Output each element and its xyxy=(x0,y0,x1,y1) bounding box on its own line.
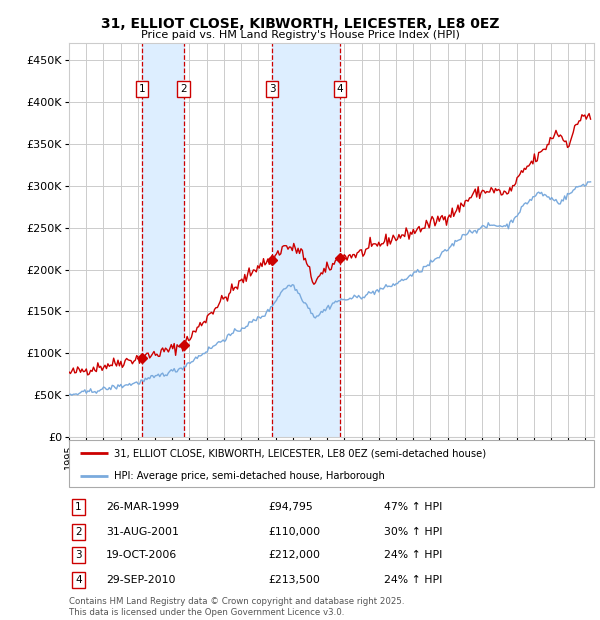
Text: £213,500: £213,500 xyxy=(269,575,320,585)
Text: 3: 3 xyxy=(269,84,275,94)
Text: 31, ELLIOT CLOSE, KIBWORTH, LEICESTER, LE8 0EZ: 31, ELLIOT CLOSE, KIBWORTH, LEICESTER, L… xyxy=(101,17,499,32)
Text: 47% ↑ HPI: 47% ↑ HPI xyxy=(384,502,442,512)
Text: 1: 1 xyxy=(75,502,82,512)
Text: 1: 1 xyxy=(139,84,145,94)
FancyBboxPatch shape xyxy=(69,440,594,487)
Text: £212,000: £212,000 xyxy=(269,551,320,560)
Text: Price paid vs. HM Land Registry's House Price Index (HPI): Price paid vs. HM Land Registry's House … xyxy=(140,30,460,40)
Bar xyxy=(272,43,340,437)
Text: Contains HM Land Registry data © Crown copyright and database right 2025.
This d: Contains HM Land Registry data © Crown c… xyxy=(69,598,404,617)
Text: 31-AUG-2001: 31-AUG-2001 xyxy=(106,527,179,537)
Text: 2: 2 xyxy=(75,527,82,537)
Text: £110,000: £110,000 xyxy=(269,527,320,537)
Text: 30% ↑ HPI: 30% ↑ HPI xyxy=(384,527,443,537)
Text: HPI: Average price, semi-detached house, Harborough: HPI: Average price, semi-detached house,… xyxy=(113,471,385,481)
Text: 4: 4 xyxy=(75,575,82,585)
Text: 2: 2 xyxy=(181,84,187,94)
Text: 4: 4 xyxy=(337,84,343,94)
Text: £94,795: £94,795 xyxy=(269,502,313,512)
Text: 24% ↑ HPI: 24% ↑ HPI xyxy=(384,575,442,585)
Text: 26-MAR-1999: 26-MAR-1999 xyxy=(106,502,179,512)
Text: 3: 3 xyxy=(75,551,82,560)
Text: 24% ↑ HPI: 24% ↑ HPI xyxy=(384,551,442,560)
Bar xyxy=(142,43,184,437)
Text: 19-OCT-2006: 19-OCT-2006 xyxy=(106,551,177,560)
Text: 29-SEP-2010: 29-SEP-2010 xyxy=(106,575,175,585)
Text: 31, ELLIOT CLOSE, KIBWORTH, LEICESTER, LE8 0EZ (semi-detached house): 31, ELLIOT CLOSE, KIBWORTH, LEICESTER, L… xyxy=(113,448,486,458)
